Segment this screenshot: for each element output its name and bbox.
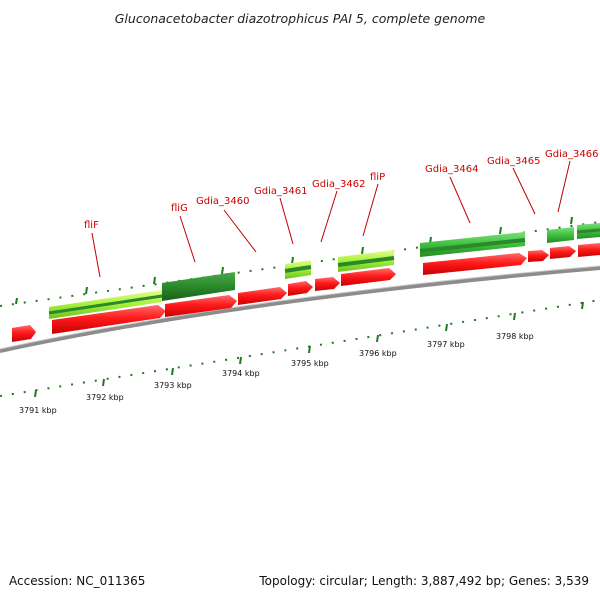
gene-label-gdia-3461: Gdia_3461 bbox=[254, 186, 307, 197]
cds-arrow-9[interactable] bbox=[550, 246, 576, 259]
cds-arrow-2[interactable] bbox=[165, 295, 237, 317]
gene-labels: fliF fliG Gdia_3460 Gdia_3461 Gdia_3462 … bbox=[84, 149, 598, 231]
cds-track bbox=[12, 243, 600, 342]
cds-arrow-7[interactable] bbox=[423, 253, 527, 275]
gene-label-flif: fliF bbox=[84, 220, 99, 231]
gene-track bbox=[48, 223, 600, 319]
genome-backbone bbox=[0, 266, 600, 353]
kbp-label-3795: 3795 kbp bbox=[291, 359, 329, 368]
map-title: Gluconacetobacter diazotrophicus PAI 5, … bbox=[115, 11, 486, 26]
gene-label-gdia-3462: Gdia_3462 bbox=[312, 179, 365, 190]
cds-arrow-8[interactable] bbox=[528, 250, 549, 262]
gene-bar-gdia-3466[interactable] bbox=[547, 227, 574, 243]
cds-arrow-5[interactable] bbox=[315, 277, 340, 291]
gene-bar-flig[interactable] bbox=[162, 272, 235, 301]
kbp-label-3797: 3797 kbp bbox=[427, 340, 465, 349]
gene-label-gdia-3464: Gdia_3464 bbox=[425, 164, 478, 175]
gene-label-flig: fliG bbox=[171, 203, 188, 214]
kbp-label-3792: 3792 kbp bbox=[86, 393, 124, 402]
kbp-label-3796: 3796 kbp bbox=[359, 349, 397, 358]
cds-arrow-3[interactable] bbox=[238, 287, 287, 305]
cds-arrow-1[interactable] bbox=[52, 305, 166, 334]
kbp-label-3798: 3798 kbp bbox=[496, 332, 534, 341]
kbp-labels: 3791 kbp 3792 kbp 3793 kbp 3794 kbp 3795… bbox=[19, 332, 534, 415]
gene-label-gdia-3466: Gdia_3466 bbox=[545, 149, 598, 160]
accession-text: Accession: NC_011365 bbox=[9, 574, 145, 588]
gene-label-flip: fliP bbox=[370, 172, 385, 183]
kbp-label-3793: 3793 kbp bbox=[154, 381, 192, 390]
topology-text: Topology: circular; Length: 3,887,492 bp… bbox=[258, 574, 589, 588]
cds-arrow-4[interactable] bbox=[288, 281, 313, 296]
lower-major-ticks bbox=[34, 301, 584, 398]
label-leaders bbox=[91, 160, 571, 278]
lower-tick-row bbox=[0, 299, 600, 397]
gene-label-gdia-3460: Gdia_3460 bbox=[196, 196, 249, 207]
upper-major-ticks bbox=[15, 216, 573, 305]
cds-arrow-0[interactable] bbox=[12, 325, 36, 342]
gene-label-gdia-3465: Gdia_3465 bbox=[487, 156, 540, 167]
cds-arrow-6[interactable] bbox=[341, 268, 396, 286]
kbp-label-3791: 3791 kbp bbox=[19, 406, 57, 415]
cds-arrow-10[interactable] bbox=[578, 243, 600, 257]
kbp-label-3794: 3794 kbp bbox=[222, 369, 260, 378]
